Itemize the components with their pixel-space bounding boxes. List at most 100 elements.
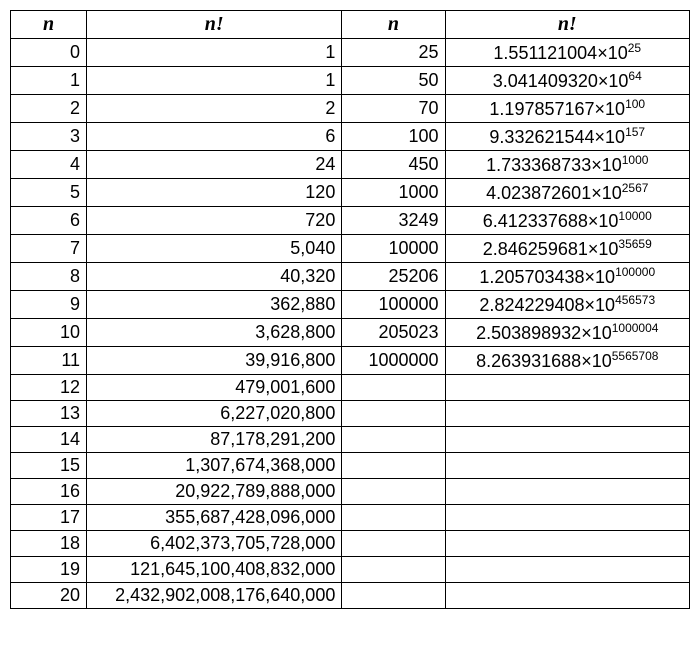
- exponent: 100000: [615, 265, 655, 279]
- cell-f1: 39,916,800: [87, 347, 342, 375]
- exponent: 25: [628, 41, 641, 55]
- sci-sep: ×10: [598, 71, 629, 91]
- cell-n2: [342, 583, 445, 609]
- factorial-table: n n! n n! 01251.551121004×102511503.0414…: [10, 10, 690, 609]
- cell-f2: 9.332621544×10157: [445, 123, 689, 151]
- table-row: 672032496.412337688×1010000: [11, 207, 690, 235]
- cell-n1: 7: [11, 235, 87, 263]
- cell-n1: 8: [11, 263, 87, 291]
- cell-f2: 2.824229408×10456573: [445, 291, 689, 319]
- cell-f1: 2,432,902,008,176,640,000: [87, 583, 342, 609]
- cell-f1: 479,001,600: [87, 375, 342, 401]
- mantissa: 4.023872601: [486, 183, 591, 203]
- table-row: 19121,645,100,408,832,000: [11, 557, 690, 583]
- cell-f2: [445, 531, 689, 557]
- cell-f2: 3.041409320×1064: [445, 67, 689, 95]
- cell-f2: [445, 583, 689, 609]
- table-header-row: n n! n n!: [11, 11, 690, 39]
- exponent: 5565708: [612, 349, 659, 363]
- cell-n1: 17: [11, 505, 87, 531]
- col-header-nf2: n!: [445, 11, 689, 39]
- cell-f2: 1.205703438×10100000: [445, 263, 689, 291]
- cell-f1: 1,307,674,368,000: [87, 453, 342, 479]
- table-row: 17355,687,428,096,000: [11, 505, 690, 531]
- cell-n2: 100000: [342, 291, 445, 319]
- mantissa: 1.733368733: [486, 155, 591, 175]
- col-header-nf1: n!: [87, 11, 342, 39]
- sci-sep: ×10: [581, 323, 612, 343]
- cell-n2: 70: [342, 95, 445, 123]
- cell-n2: [342, 531, 445, 557]
- cell-f1: 2: [87, 95, 342, 123]
- mantissa: 6.412337688: [483, 211, 588, 231]
- cell-f2: [445, 401, 689, 427]
- cell-n1: 6: [11, 207, 87, 235]
- exponent: 157: [625, 125, 645, 139]
- cell-n1: 3: [11, 123, 87, 151]
- exponent: 1000004: [612, 321, 659, 335]
- col-header-n2: n: [342, 11, 445, 39]
- cell-n2: 50: [342, 67, 445, 95]
- cell-f2: [445, 479, 689, 505]
- table-row: 01 251.551121004×1025: [11, 39, 690, 67]
- cell-f1: 6,227,020,800: [87, 401, 342, 427]
- sci-sep: ×10: [591, 155, 622, 175]
- cell-f1: 1: [87, 39, 342, 67]
- sci-sep: ×10: [595, 127, 626, 147]
- cell-n2: [342, 479, 445, 505]
- exponent: 1000: [622, 153, 649, 167]
- cell-n1: 9: [11, 291, 87, 319]
- cell-n2: 205023: [342, 319, 445, 347]
- cell-f2: [445, 557, 689, 583]
- cell-f2: 4.023872601×102567: [445, 179, 689, 207]
- table-row: 75,040100002.846259681×1035659: [11, 235, 690, 263]
- cell-f1: 720: [87, 207, 342, 235]
- cell-n1: 15: [11, 453, 87, 479]
- cell-n1: 20: [11, 583, 87, 609]
- cell-f2: [445, 375, 689, 401]
- cell-f2: [445, 505, 689, 531]
- table-row: 136,227,020,800: [11, 401, 690, 427]
- cell-n1: 2: [11, 95, 87, 123]
- cell-f1: 24: [87, 151, 342, 179]
- cell-n2: [342, 557, 445, 583]
- cell-n1: 5: [11, 179, 87, 207]
- table-row: 1620,922,789,888,000: [11, 479, 690, 505]
- cell-f1: 1: [87, 67, 342, 95]
- table-row: 512010004.023872601×102567: [11, 179, 690, 207]
- cell-f1: 40,320: [87, 263, 342, 291]
- exponent: 64: [628, 69, 641, 83]
- mantissa: 3.041409320: [493, 71, 598, 91]
- mantissa: 1.197857167: [489, 99, 594, 119]
- cell-n2: 1000: [342, 179, 445, 207]
- cell-n1: 4: [11, 151, 87, 179]
- cell-n1: 12: [11, 375, 87, 401]
- sci-sep: ×10: [588, 211, 619, 231]
- cell-n2: 25206: [342, 263, 445, 291]
- table-body: 01251.551121004×102511503.041409320×1064…: [11, 39, 690, 609]
- table-row: 9362,8801000002.824229408×10456573: [11, 291, 690, 319]
- cell-f2: 6.412337688×1010000: [445, 207, 689, 235]
- table-row: 12479,001,600: [11, 375, 690, 401]
- cell-f2: 2.503898932×101000004: [445, 319, 689, 347]
- cell-f1: 120: [87, 179, 342, 207]
- cell-n2: 100: [342, 123, 445, 151]
- table-row: 1487,178,291,200: [11, 427, 690, 453]
- cell-n2: [342, 427, 445, 453]
- cell-f1: 5,040: [87, 235, 342, 263]
- exponent: 100: [625, 97, 645, 111]
- cell-n1: 18: [11, 531, 87, 557]
- cell-f2: 1.551121004×1025: [445, 39, 689, 67]
- cell-n1: 19: [11, 557, 87, 583]
- cell-n1: 14: [11, 427, 87, 453]
- sci-sep: ×10: [585, 267, 616, 287]
- table-row: 1139,916,80010000008.263931688×105565708: [11, 347, 690, 375]
- cell-n1: 16: [11, 479, 87, 505]
- cell-f2: 1.197857167×10100: [445, 95, 689, 123]
- cell-n1: 0: [11, 39, 87, 67]
- cell-n1: 13: [11, 401, 87, 427]
- mantissa: 1.205703438: [479, 267, 584, 287]
- cell-f2: [445, 453, 689, 479]
- cell-n1: 1: [11, 67, 87, 95]
- cell-f1: 3,628,800: [87, 319, 342, 347]
